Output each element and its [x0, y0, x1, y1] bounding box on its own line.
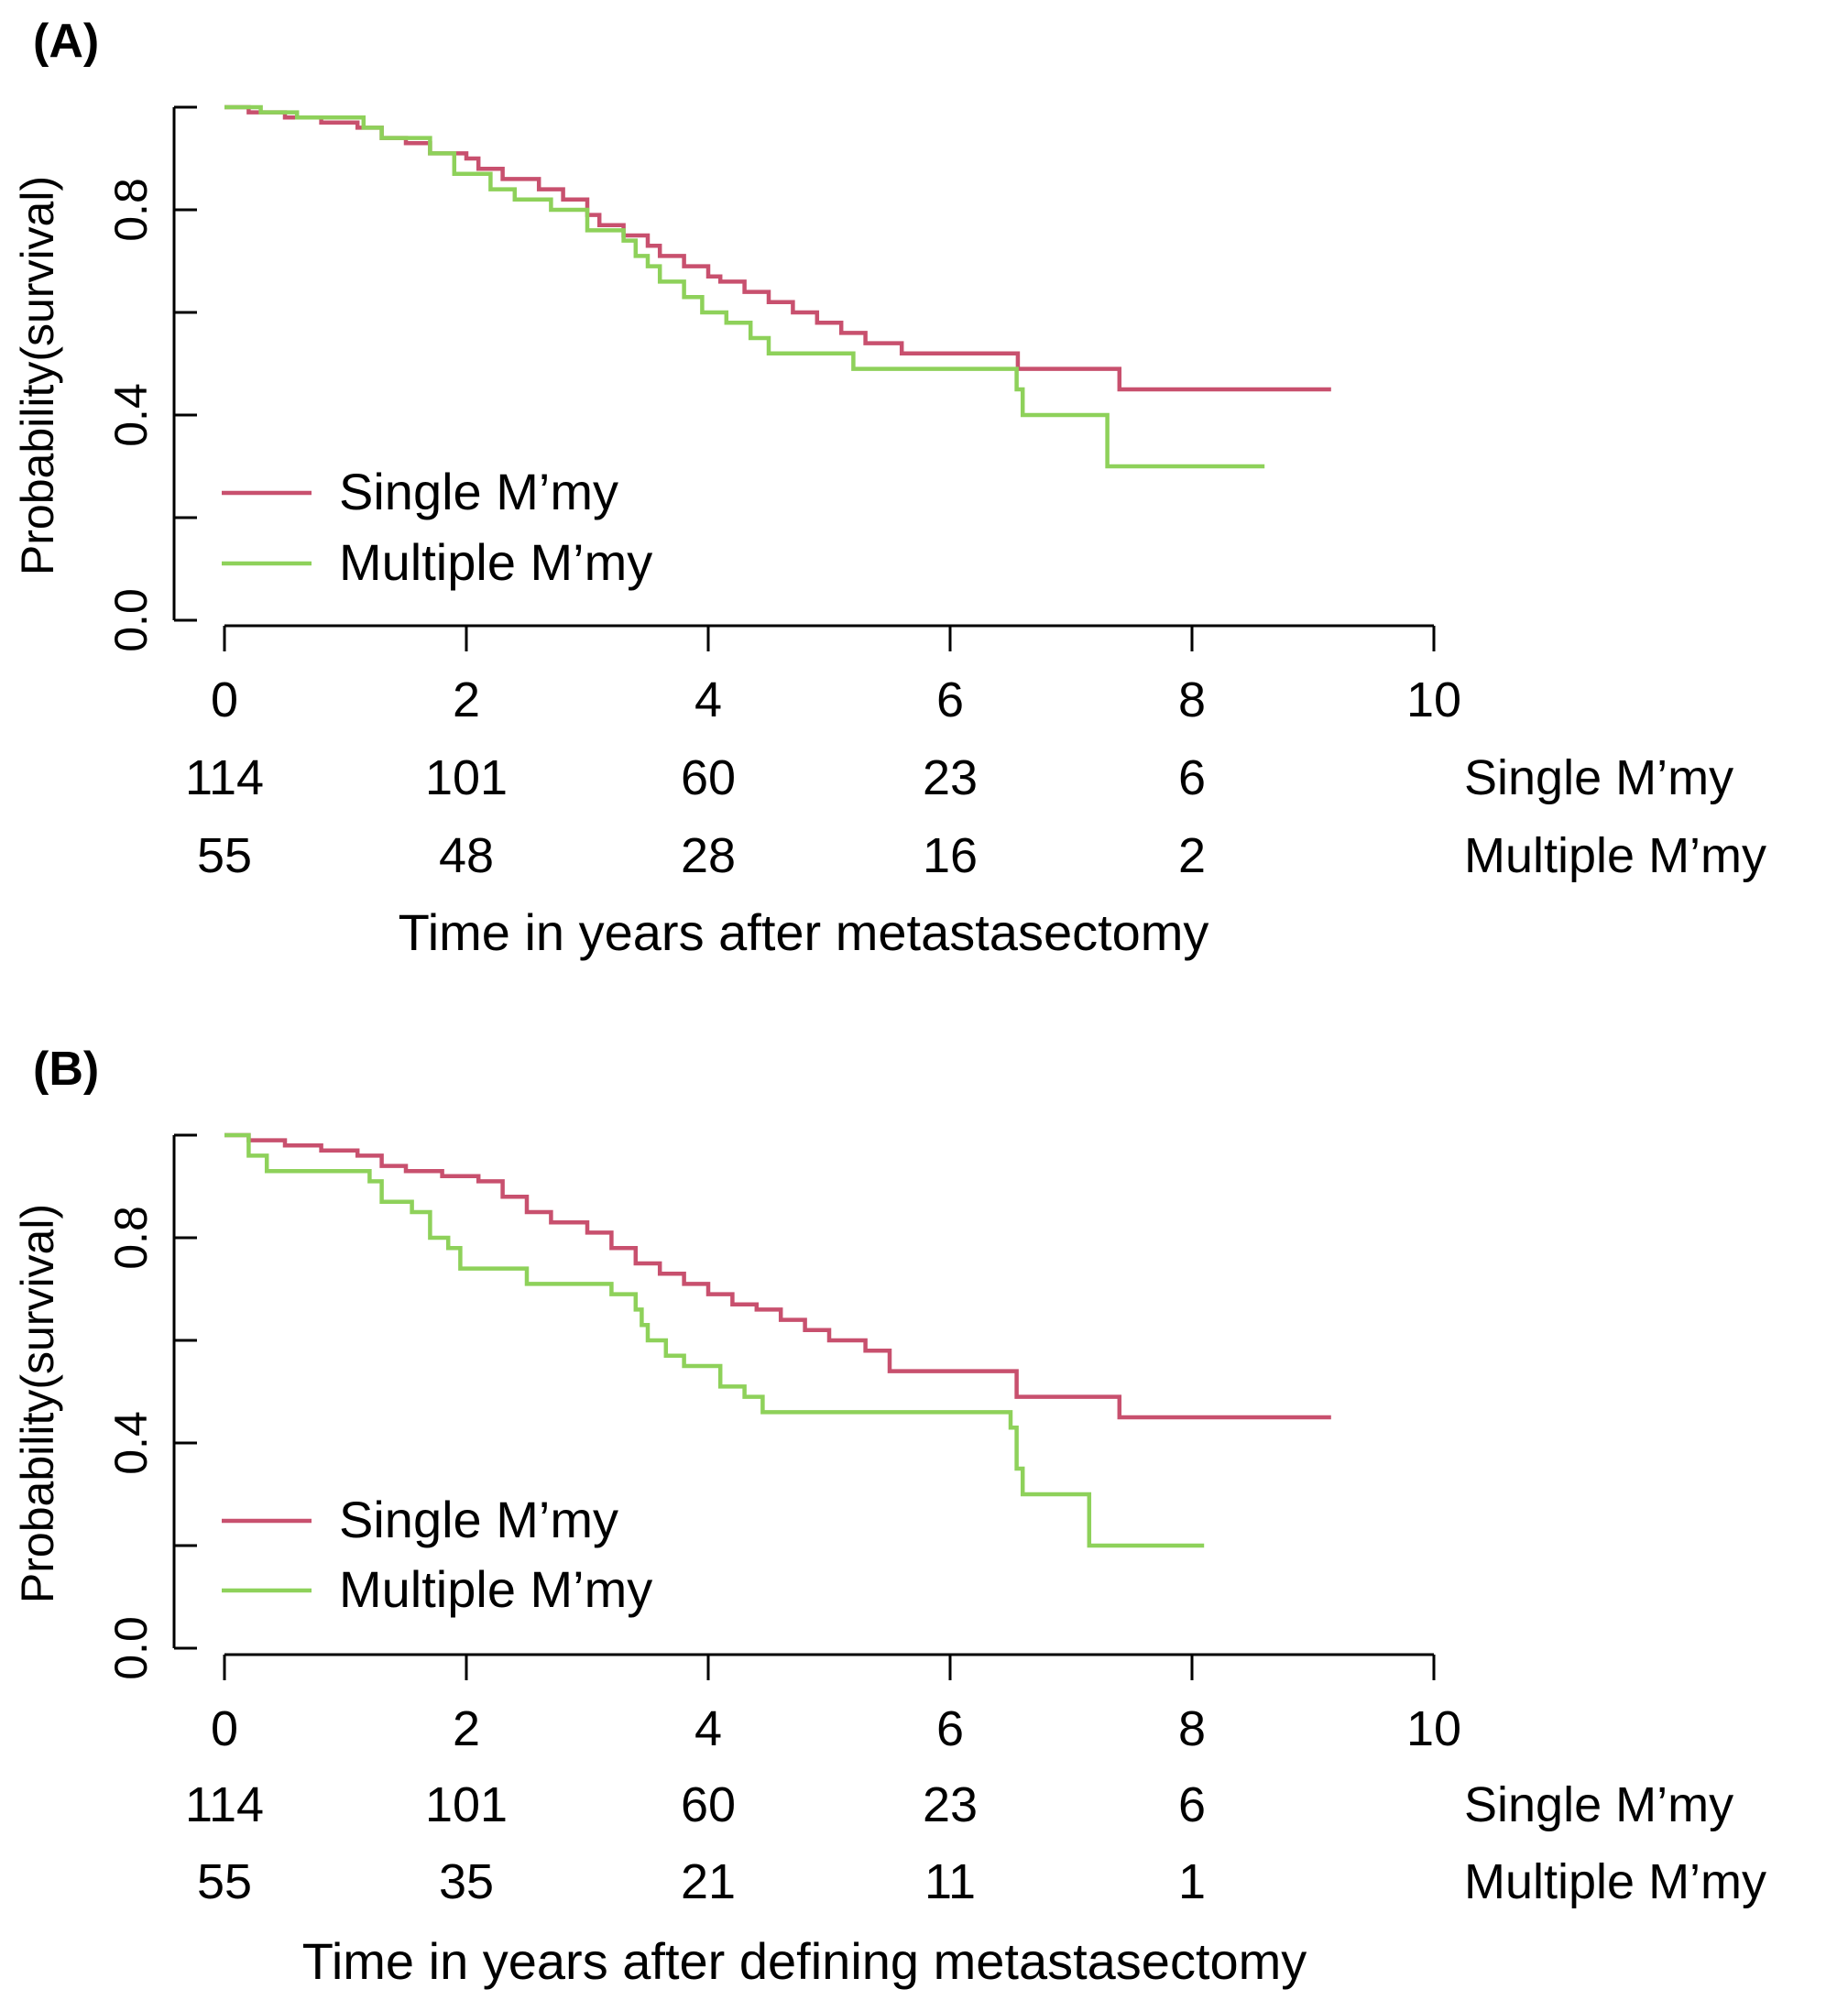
survival-curves: [224, 104, 1331, 469]
risk-count: 23: [923, 750, 978, 805]
risk-count: 101: [425, 750, 508, 805]
legend-label: Single M’my: [339, 1491, 618, 1548]
curve-single: [224, 104, 1331, 392]
y-tick-label: 0.8: [105, 178, 157, 242]
risk-count: 101: [425, 1777, 508, 1832]
curve-single: [224, 1132, 1331, 1420]
risk-count: 48: [439, 828, 494, 883]
risk-count: 6: [1178, 750, 1206, 805]
risk-count: 1: [1178, 1854, 1206, 1909]
x-axis: 0 2 4 6 8 10: [211, 1653, 1461, 1756]
x-tick-label: 4: [694, 1701, 722, 1756]
risk-count: 16: [923, 828, 978, 883]
x-tick-label: 10: [1406, 672, 1461, 727]
y-tick-label: 0.4: [105, 383, 157, 447]
curve-multiple: [224, 104, 1265, 469]
x-tick-label: 8: [1178, 1701, 1206, 1756]
risk-count: 6: [1178, 1777, 1206, 1832]
x-tick-label: 8: [1178, 672, 1206, 727]
risk-count: 35: [439, 1854, 494, 1909]
risk-count: 21: [681, 1854, 736, 1909]
x-tick-label: 2: [453, 672, 480, 727]
legend-label: Multiple M’my: [339, 533, 652, 591]
risk-count: 55: [197, 828, 252, 883]
risk-count: 23: [923, 1777, 978, 1832]
x-tick-label: 6: [936, 1701, 964, 1756]
risk-count: 114: [185, 1777, 264, 1832]
x-axis-label: Time in years after metastasectomy: [399, 903, 1209, 961]
legend-label: Single M’my: [339, 463, 618, 520]
y-axis: 0.0 0.4 0.8 Probability(survival): [12, 1133, 197, 1680]
legend: Single M’my Multiple M’my: [222, 463, 652, 591]
x-tick-label: 4: [694, 672, 722, 727]
x-tick-label: 2: [453, 1701, 480, 1756]
x-tick-label: 0: [211, 672, 238, 727]
risk-count: 114: [185, 750, 264, 805]
x-tick-label: 0: [211, 1701, 238, 1756]
risk-count: 60: [681, 750, 736, 805]
risk-count: 28: [681, 828, 736, 883]
y-tick-label: 0.0: [105, 588, 157, 652]
risk-row-label: Single M’my: [1464, 1777, 1733, 1832]
panel-a: (A) 0.0 0.4 0.8 Probability(survival) 0 2 4 6 8 10…: [12, 15, 1766, 961]
panel-label: (B): [33, 1043, 99, 1096]
risk-count: 11: [924, 1854, 976, 1909]
risk-count: 55: [197, 1854, 252, 1909]
y-axis-label: Probability(survival): [12, 176, 63, 575]
panel-label: (A): [33, 15, 99, 68]
x-tick-label: 6: [936, 672, 964, 727]
legend: Single M’my Multiple M’my: [222, 1491, 652, 1618]
survival-curves: [224, 1132, 1331, 1548]
y-tick-label: 0.8: [105, 1206, 157, 1270]
x-tick-label: 10: [1406, 1701, 1461, 1756]
curve-multiple: [224, 1132, 1205, 1548]
risk-row-label: Single M’my: [1464, 750, 1733, 805]
y-axis-label: Probability(survival): [12, 1204, 63, 1603]
risk-row-label: Multiple M’my: [1464, 1854, 1766, 1909]
risk-table: 114 101 60 23 6 Single M’my 55 48 28 16 2 Multiple …: [185, 750, 1766, 883]
x-axis-label: Time in years after defining metastasect…: [302, 1932, 1307, 1990]
risk-row-label: Multiple M’my: [1464, 828, 1766, 883]
risk-count: 2: [1178, 828, 1206, 883]
y-axis: 0.0 0.4 0.8 Probability(survival): [12, 105, 197, 652]
x-axis: 0 2 4 6 8 10: [211, 624, 1461, 727]
legend-label: Multiple M’my: [339, 1560, 652, 1618]
y-tick-label: 0.0: [105, 1616, 157, 1680]
y-tick-label: 0.4: [105, 1411, 157, 1475]
risk-count: 60: [681, 1777, 736, 1832]
